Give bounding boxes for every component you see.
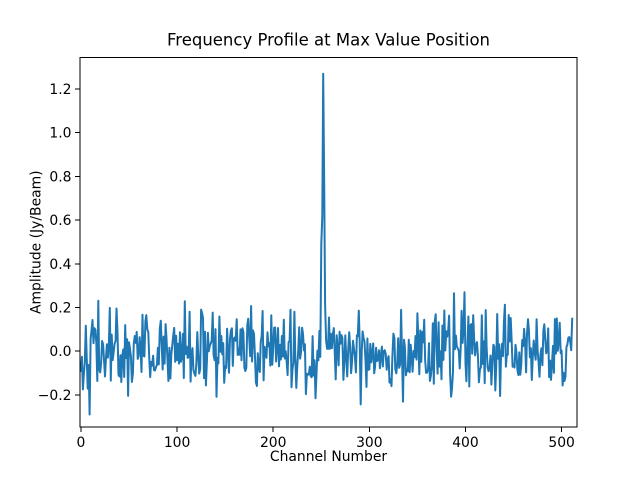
x-tick-label: 500: [548, 435, 575, 451]
x-tick-label: 400: [452, 435, 479, 451]
profile-line: [80, 72, 574, 416]
x-tick-label: 300: [356, 435, 383, 451]
x-axis-ticks: 0 100 200 300 400 500: [77, 427, 575, 451]
x-tick-label: 100: [164, 435, 191, 451]
axes-box: [79, 57, 578, 428]
y-tick-label: −0.2: [38, 388, 72, 404]
x-tick-label: 0: [77, 435, 86, 451]
y-tick-label: 0.6: [49, 213, 71, 229]
y-tick-label: 0.2: [49, 300, 71, 316]
y-tick-label: 0.8: [49, 169, 71, 185]
y-axis-ticks: −0.2 0.0 0.2 0.4 0.6 0.8 1.0 1.2: [38, 82, 80, 404]
plot-area: [80, 57, 577, 427]
y-tick-label: 1.0: [49, 126, 71, 142]
y-tick-label: 0.4: [49, 257, 71, 273]
x-axis-label: Channel Number: [270, 449, 388, 465]
y-tick-label: 1.2: [49, 82, 71, 98]
y-tick-label: 0.0: [49, 344, 71, 360]
y-axis-label: Amplitude (Jy/Beam): [29, 170, 45, 314]
chart-title: Frequency Profile at Max Value Position: [167, 31, 490, 50]
x-tick-label: 200: [260, 435, 287, 451]
